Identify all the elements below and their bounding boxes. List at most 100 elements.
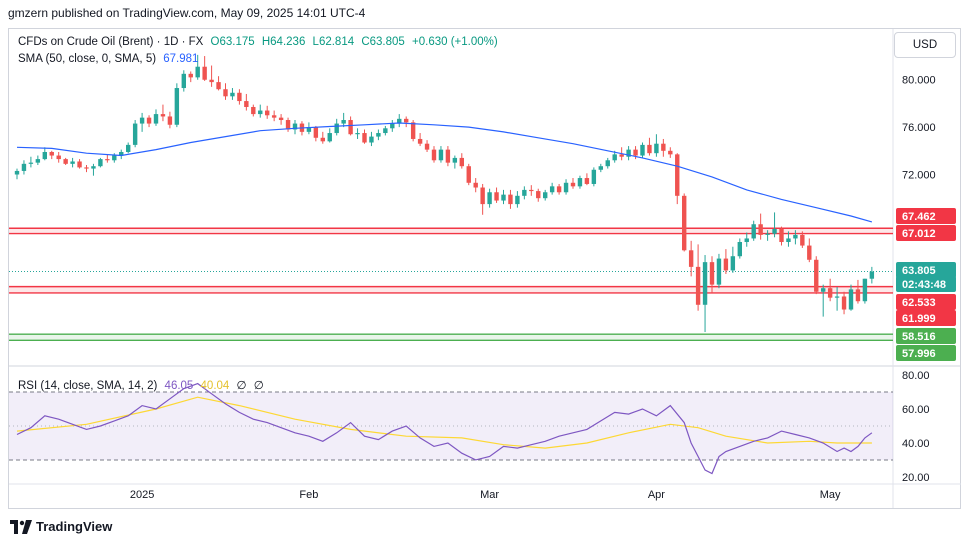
candle-body	[167, 116, 173, 125]
sma-label[interactable]: SMA (50, close, 0, SMA, 5)	[18, 53, 157, 65]
price-tick-label: 76.000	[902, 122, 936, 134]
candle-body	[654, 143, 659, 154]
candle-body	[445, 149, 451, 163]
candle-body	[417, 138, 423, 144]
candle-body	[369, 136, 374, 143]
candle-body	[42, 151, 47, 160]
candle-body	[56, 155, 61, 160]
ohlc-high: H64.236	[261, 36, 306, 48]
price-label-box	[896, 262, 956, 278]
candle-body	[28, 162, 34, 164]
time-tick-label: Apr	[648, 489, 665, 501]
candle-body	[459, 157, 464, 167]
rsi-tick-label: 60.00	[902, 404, 930, 416]
candle-body	[695, 266, 701, 305]
candle-body	[827, 288, 833, 298]
candle-body	[126, 144, 131, 152]
ohlc-change: +0.630 (+1.00%)	[412, 36, 498, 48]
rsi-ma-value: 40.04	[200, 380, 230, 392]
candle-body	[536, 191, 541, 199]
brand-label: TradingView	[36, 519, 113, 534]
candle-body	[105, 159, 110, 161]
candle-body	[278, 117, 284, 121]
candle-body	[35, 159, 41, 163]
candle-body	[313, 127, 319, 138]
candle-body	[821, 288, 826, 292]
candle-body	[834, 296, 840, 298]
ohlc-low: L62.814	[312, 36, 355, 48]
candle-body	[841, 296, 847, 310]
candle-body	[153, 114, 159, 124]
price-tick-label: 72.000	[902, 169, 936, 181]
candle-body	[174, 88, 180, 125]
price-label-box	[896, 345, 956, 361]
zone-band	[9, 228, 893, 234]
candle-body	[508, 194, 513, 205]
price-label-text: 58.516	[902, 331, 936, 343]
publish-header: gmzern published on TradingView.com, May…	[8, 6, 366, 20]
time-tick-label: May	[820, 489, 841, 501]
zone-band	[9, 334, 893, 341]
price-label-text: 67.462	[902, 211, 936, 223]
candle-body	[751, 224, 756, 239]
candle-body	[612, 154, 617, 161]
tradingview-logo[interactable]: TradingView	[10, 519, 112, 534]
chart-frame	[8, 28, 961, 509]
candle-body	[230, 92, 235, 97]
candle-body	[438, 149, 444, 161]
candle-body	[723, 258, 729, 271]
rsi-tick-label: 40.00	[902, 438, 930, 450]
candle-body	[515, 195, 520, 205]
candle-body	[633, 149, 638, 156]
candle-body	[251, 106, 256, 115]
candle-body	[577, 178, 583, 187]
candle-body	[223, 89, 228, 97]
price-label-box	[896, 208, 956, 224]
candle-body	[139, 117, 145, 124]
candle-body	[529, 189, 534, 192]
candle-body	[355, 133, 360, 135]
candle-body	[132, 123, 138, 145]
candle-body	[807, 245, 812, 260]
candle-body	[216, 82, 221, 90]
candle-body	[598, 166, 603, 170]
price-label-text: 61.999	[902, 313, 936, 325]
candle-body	[862, 278, 868, 302]
rsi-label[interactable]: RSI (14, close, SMA, 14, 2)	[18, 380, 158, 392]
candle-body	[619, 154, 624, 157]
candle-body	[591, 169, 597, 184]
candle-body	[362, 133, 367, 143]
rsi-tick-label: 80.00	[902, 370, 930, 382]
candle-body	[744, 238, 749, 243]
candle-body	[543, 192, 548, 199]
price-label-box	[896, 225, 956, 241]
tradingview-icon	[10, 519, 32, 534]
candle-body	[77, 161, 82, 168]
candle-body	[605, 160, 610, 167]
currency-button[interactable]: USD	[894, 32, 956, 58]
candle-body	[327, 133, 332, 142]
candle-body	[292, 123, 298, 130]
price-label-text: 63.805	[902, 265, 936, 277]
rsi-extra-1: ∅	[236, 380, 247, 392]
candle-body	[119, 151, 124, 156]
candle-body	[626, 149, 631, 157]
candle-body	[668, 150, 673, 155]
candle-body	[487, 192, 492, 205]
candle-body	[473, 182, 478, 188]
candle-body	[341, 120, 346, 124]
candle-body	[84, 167, 89, 169]
candle-body	[237, 92, 242, 102]
candle-body	[556, 186, 562, 193]
symbol-name[interactable]: CFDs on Crude Oil (Brent) · 1D · FX	[18, 36, 204, 48]
price-tick-label: 80.000	[902, 75, 936, 87]
candle-body	[647, 144, 652, 154]
ohlc-open: O63.175	[210, 36, 255, 48]
candle-body	[772, 228, 777, 234]
rsi-legend: RSI (14, close, SMA, 14, 2) 46.05 40.04 …	[18, 378, 268, 392]
candle-body	[424, 143, 430, 150]
candle-body	[814, 259, 819, 292]
candle-body	[181, 73, 186, 89]
sma-value: 67.981	[163, 53, 199, 65]
